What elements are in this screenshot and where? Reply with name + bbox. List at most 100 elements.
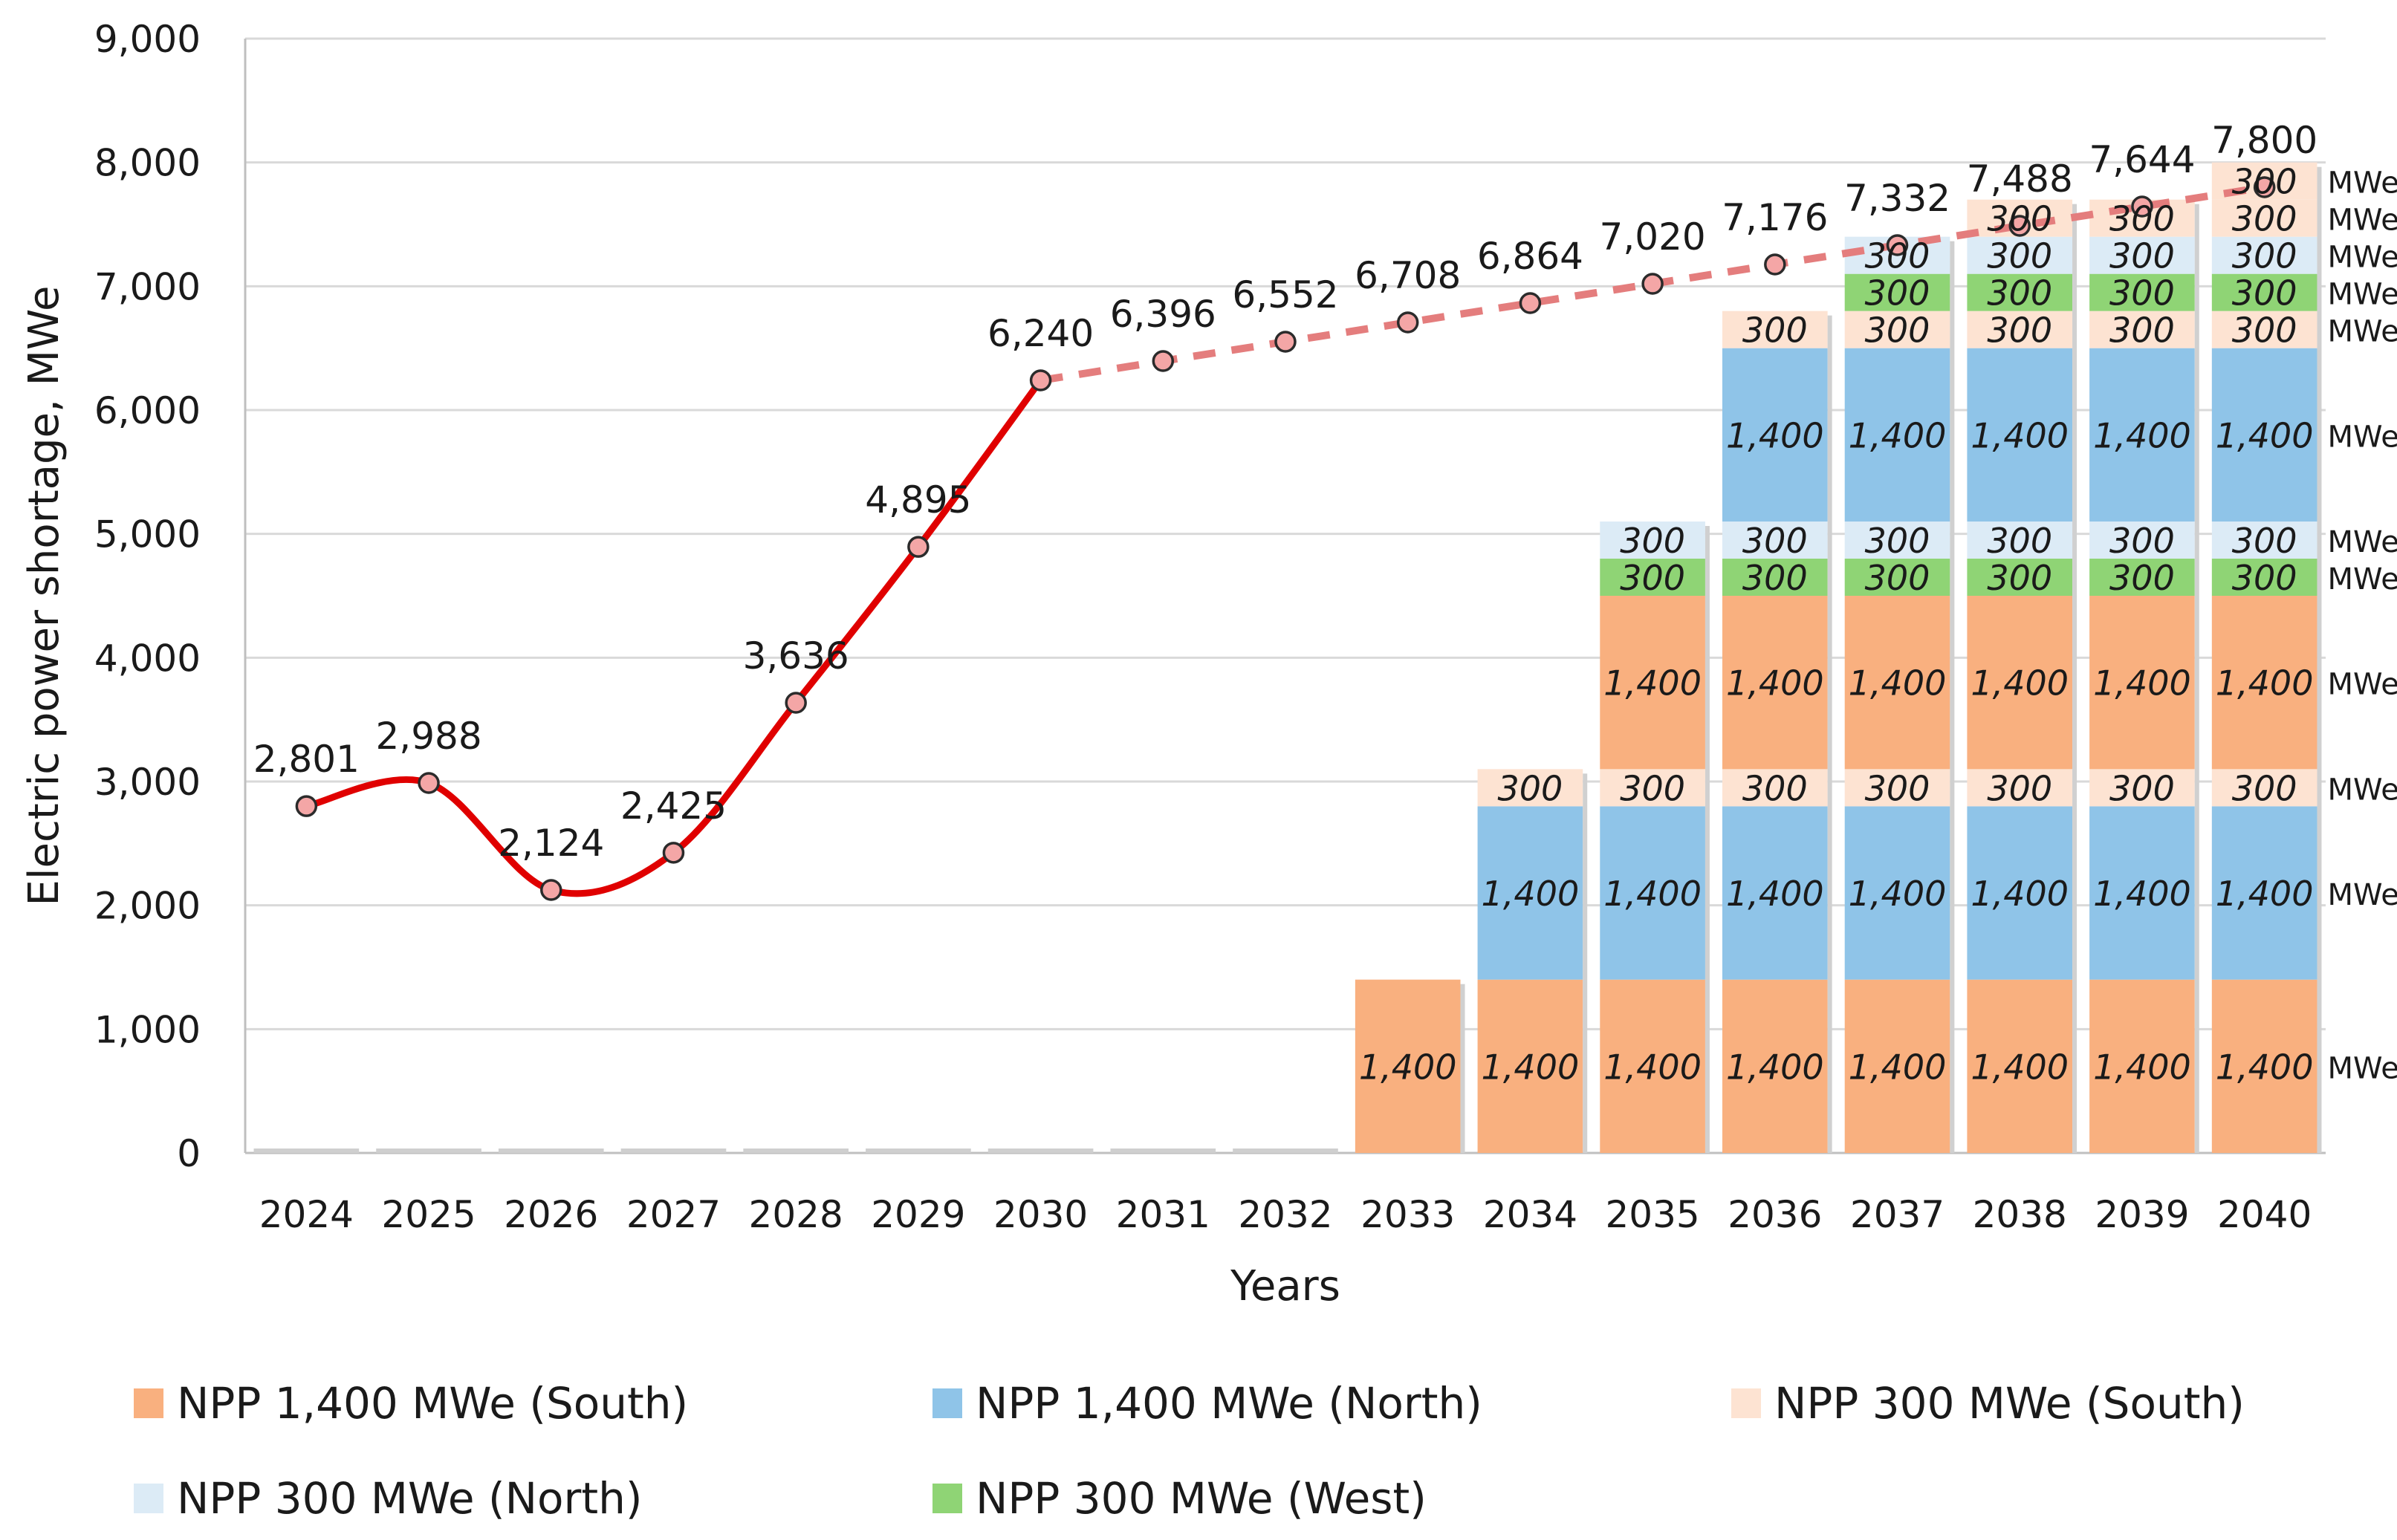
bar-segment-label: 1,400 (1603, 663, 1702, 704)
shortage-point-2026 (540, 879, 562, 901)
bar-segment-npp-300-mwe-south-2036 (1722, 311, 1828, 348)
bar-segment-npp-1-400-mwe-north-2036 (1722, 806, 1828, 980)
bar-segment-npp-300-mwe-north-2036 (1722, 522, 1828, 559)
unit-label: MWe (2327, 773, 2397, 807)
unit-label: MWe (2327, 241, 2397, 275)
unit-label: MWe (2327, 278, 2397, 312)
bar-segment-label: 300 (2109, 273, 2175, 313)
bar-segment-npp-300-mwe-north-2040 (2211, 236, 2317, 274)
bar-segment-npp-1-400-mwe-north-2037 (1844, 806, 1950, 980)
bar-segment-label: 300 (2232, 521, 2297, 561)
bar-segment-label: 1,400 (1359, 1047, 1457, 1087)
bar-segment-label: 300 (1987, 311, 2052, 351)
bar-segment-npp-1-400-mwe-south-2040 (2211, 979, 2317, 1153)
bar-segment-npp-300-mwe-west-2035 (1600, 559, 1705, 596)
unit-label: MWe (2327, 166, 2397, 201)
bar-segment-label: 1,400 (1726, 415, 1824, 455)
bar-segment-npp-1-400-mwe-north-2039 (2089, 806, 2195, 980)
bar-segment-label: 1,400 (2216, 1047, 2314, 1087)
bar-segment-npp-1-400-mwe-south-2036 (1722, 596, 1828, 770)
bar-segment-npp-1-400-mwe-north-2035 (1600, 806, 1705, 980)
shortage-value-label: 7,176 (1722, 196, 1828, 239)
bar-segment-label: 300 (1620, 521, 1685, 561)
unit-label: MWe (2327, 878, 2397, 912)
bar-segment-label: 300 (2232, 558, 2297, 598)
bar-segment-npp-300-mwe-west-2037 (1844, 273, 1950, 311)
bar-empty-2030 (987, 1148, 1094, 1153)
bar-segment-label: 300 (1498, 768, 1563, 808)
bar-segment-label: 1,400 (1482, 1047, 1580, 1087)
shortage-point-2037 (1886, 234, 1909, 256)
bar-segment-label: 300 (1865, 768, 1930, 808)
shortage-point-2029 (907, 536, 930, 558)
bar-segment-label: 300 (2109, 236, 2175, 276)
shortage-value-label: 7,644 (2089, 138, 2195, 181)
bar-segment-npp-300-mwe-west-2038 (1967, 559, 2073, 596)
bar-empty-2024 (253, 1148, 360, 1153)
shortage-value-label: 3,636 (743, 634, 849, 678)
bar-segment-npp-300-mwe-north-2035 (1600, 522, 1705, 559)
bar-segment-label: 1,400 (1482, 874, 1580, 914)
bar-segment-label: 300 (2232, 199, 2297, 239)
shortage-point-2033 (1396, 311, 1419, 334)
unit-label: MWe (2327, 668, 2397, 702)
bar-segment-label: 300 (1865, 521, 1930, 561)
shortage-point-2036 (1764, 253, 1786, 276)
bar-segment-npp-300-mwe-north-2039 (2089, 236, 2195, 274)
bar-segment-npp-300-mwe-south-2039 (2089, 311, 2195, 348)
bar-segment-npp-300-mwe-south-2040 (2211, 311, 2317, 348)
bar-segment-label: 1,400 (1849, 663, 1947, 704)
bar-segment-npp-300-mwe-south-2040 (2211, 199, 2317, 237)
x-tick-label-2040: 2040 (2217, 1193, 2312, 1236)
bar-segment-label: 300 (1620, 558, 1685, 598)
shortage-value-label: 2,124 (498, 822, 604, 865)
shortage-value-label: 6,864 (1477, 235, 1583, 278)
bar-segment-label: 1,400 (1849, 415, 1947, 455)
y-tick-label: 2,000 (94, 885, 201, 928)
bar-segment-npp-1-400-mwe-north-2038 (1967, 806, 2073, 980)
bar-segment-label: 300 (2109, 521, 2175, 561)
bar-segment-npp-300-mwe-north-2039 (2089, 522, 2195, 559)
bar-shadow-2036 (1827, 315, 1832, 1154)
bar-segment-label: 300 (1865, 558, 1930, 598)
unit-label: MWe (2327, 1051, 2397, 1085)
bar-segment-npp-300-mwe-south-2036 (1722, 769, 1828, 807)
bar-segment-label: 1,400 (1849, 1047, 1947, 1087)
bar-segment-label: 300 (1987, 768, 2052, 808)
x-tick-label-2035: 2035 (1605, 1193, 1699, 1236)
bar-segment-npp-300-mwe-south-2035 (1600, 769, 1705, 807)
bar-segment-label: 1,400 (2216, 874, 2314, 914)
y-axis-title: Electric power shortage, MWe (20, 286, 68, 906)
bar-segment-npp-300-mwe-south-2038 (1967, 769, 2073, 807)
shortage-point-2035 (1641, 273, 1664, 295)
bar-empty-2027 (620, 1148, 727, 1153)
x-axis-title: Years (1230, 1262, 1340, 1310)
x-tick-label-2024: 2024 (259, 1193, 354, 1236)
x-tick-label-2032: 2032 (1238, 1193, 1332, 1236)
x-tick-label-2037: 2037 (1850, 1193, 1944, 1236)
bar-segment-label: 300 (2109, 311, 2175, 351)
shortage-line (295, 176, 2276, 901)
shortage-value-label: 4,895 (865, 478, 971, 522)
bar-segment-label: 1,400 (1726, 663, 1824, 704)
bar-segment-label: 300 (1742, 311, 1808, 351)
bar-segment-label: 300 (1742, 521, 1808, 561)
bar-segment-label: 1,400 (1603, 874, 1702, 914)
bar-segment-npp-1-400-mwe-north-2040 (2211, 806, 2317, 980)
bar-segment-label: 300 (1987, 521, 2052, 561)
shortage-point-2027 (662, 842, 685, 864)
bar-segment-label: 1,400 (1726, 874, 1824, 914)
shortage-point-2031 (1152, 350, 1175, 372)
x-tick-label-2031: 2031 (1116, 1193, 1210, 1236)
bar-segment-npp-1-400-mwe-north-2037 (1844, 348, 1950, 522)
bar-segment-label: 300 (2232, 236, 2297, 276)
shortage-value-label: 7,800 (2211, 119, 2317, 162)
y-tick-label: 7,000 (94, 265, 201, 308)
bar-segment-label: 1,400 (1726, 1047, 1824, 1087)
bar-segment-npp-300-mwe-south-2037 (1844, 311, 1950, 348)
bar-segment-npp-1-400-mwe-south-2037 (1844, 596, 1950, 770)
bar-segment-label: 1,400 (2093, 874, 2191, 914)
bar-segment-npp-1-400-mwe-north-2038 (1967, 348, 2073, 522)
bar-segment-npp-300-mwe-south-2039 (2089, 769, 2195, 807)
